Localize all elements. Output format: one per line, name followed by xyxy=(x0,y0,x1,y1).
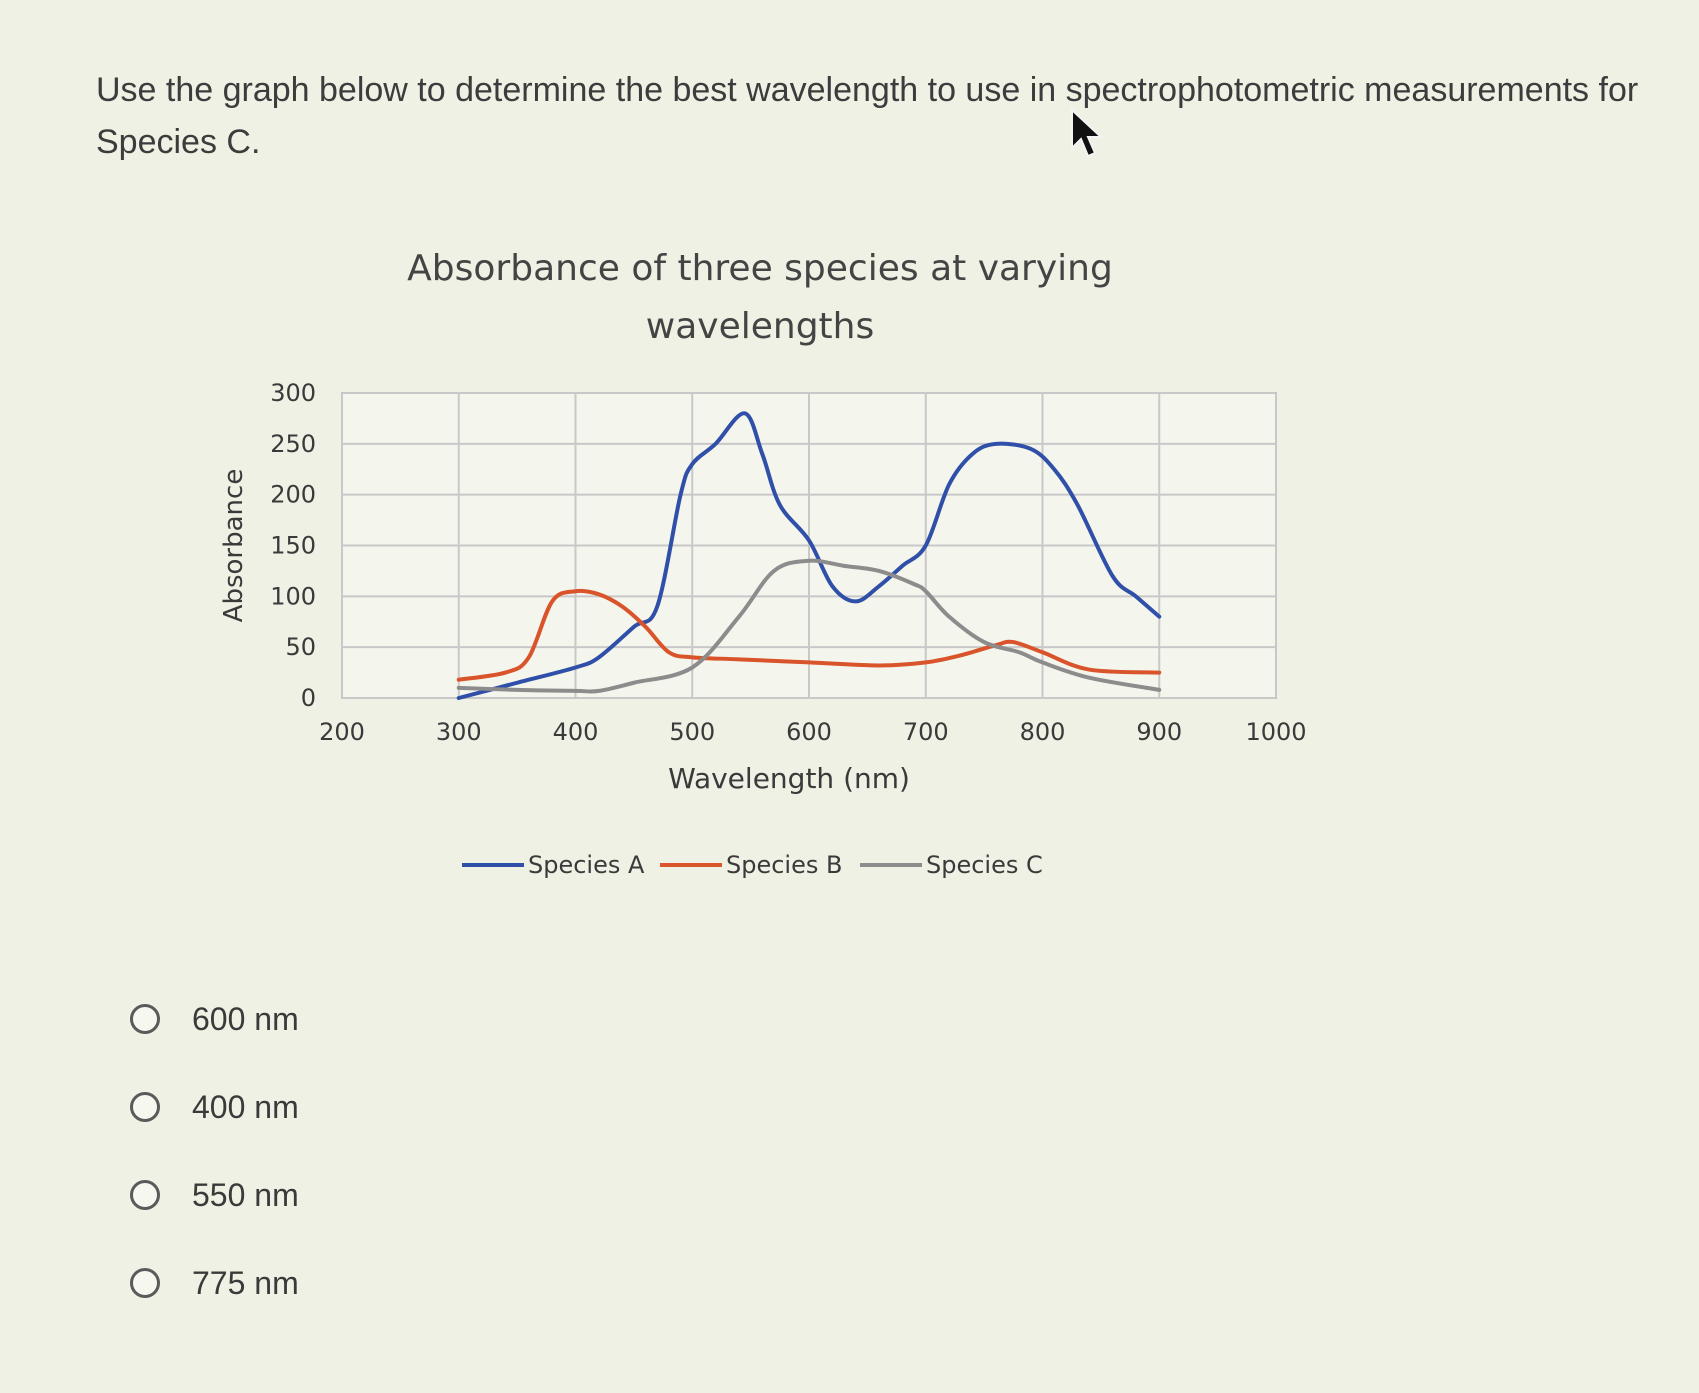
y-tick-label: 250 xyxy=(270,430,316,458)
question-text: Use the graph below to determine the bes… xyxy=(96,71,1639,161)
answer-options: 600 nm 400 nm 550 nm 775 nm xyxy=(130,975,299,1327)
option-400-nm[interactable]: 400 nm xyxy=(130,1063,299,1151)
series-line-species-b xyxy=(456,588,1162,682)
x-tick-label: 900 xyxy=(1136,718,1182,746)
absorbance-chart: Absorbance of three species at varying w… xyxy=(200,230,1340,930)
chart-svg: 200 300 400 500 600 700 800 900 1000 0 50 100 150 200… xyxy=(219,379,1307,879)
x-tick-label: 800 xyxy=(1020,718,1066,746)
series-line-species-a xyxy=(456,411,1162,700)
legend-label: Species C xyxy=(926,851,1043,879)
legend-label: Species A xyxy=(528,851,645,879)
y-tick-label: 300 xyxy=(270,379,316,407)
option-550-nm[interactable]: 550 nm xyxy=(130,1151,299,1239)
x-tick-label: 300 xyxy=(436,718,482,746)
radio-button[interactable] xyxy=(130,1092,160,1122)
y-tick-label: 0 xyxy=(301,684,316,712)
series-line-species-c xyxy=(456,558,1162,694)
x-tick-label: 500 xyxy=(669,718,715,746)
x-tick-label: 700 xyxy=(903,718,949,746)
option-label: 550 nm xyxy=(192,1176,299,1213)
radio-button[interactable] xyxy=(130,1268,160,1298)
x-tick-label: 200 xyxy=(319,718,365,746)
option-600-nm[interactable]: 600 nm xyxy=(130,975,299,1063)
x-tick-label: 1000 xyxy=(1245,718,1306,746)
radio-button[interactable] xyxy=(130,1004,160,1034)
x-axis-label: Wavelength (nm) xyxy=(668,762,910,795)
option-label: 400 nm xyxy=(192,1088,299,1125)
chart-title-line2: wavelengths xyxy=(645,306,875,347)
x-tick-label: 400 xyxy=(553,718,599,746)
y-tick-label: 150 xyxy=(270,532,316,560)
x-tick-label: 600 xyxy=(786,718,832,746)
option-775-nm[interactable]: 775 nm xyxy=(130,1239,299,1327)
mouse-cursor-icon xyxy=(1071,108,1104,158)
option-label: 600 nm xyxy=(192,1000,299,1037)
y-tick-label: 200 xyxy=(270,481,316,509)
y-tick-label: 50 xyxy=(285,633,316,661)
option-label: 775 nm xyxy=(192,1264,299,1301)
y-tick-label: 100 xyxy=(270,582,316,610)
chart-title-line1: Absorbance of three species at varying xyxy=(407,248,1113,289)
legend-label: Species B xyxy=(726,851,842,879)
y-axis-label: Absorbance xyxy=(219,469,249,623)
radio-button[interactable] xyxy=(130,1180,160,1210)
